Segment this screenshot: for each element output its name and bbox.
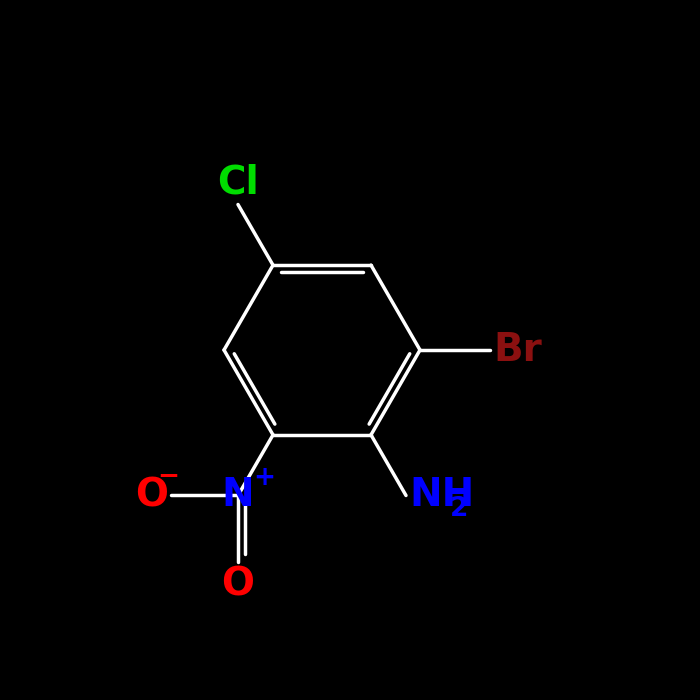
Text: −: −: [157, 464, 179, 490]
Text: N: N: [222, 477, 254, 514]
Text: O: O: [221, 566, 255, 603]
Text: NH: NH: [410, 477, 475, 514]
Text: 2: 2: [450, 496, 468, 522]
Text: Cl: Cl: [217, 163, 259, 201]
Text: Br: Br: [494, 331, 542, 369]
Text: O: O: [135, 477, 168, 514]
Text: +: +: [253, 465, 275, 491]
